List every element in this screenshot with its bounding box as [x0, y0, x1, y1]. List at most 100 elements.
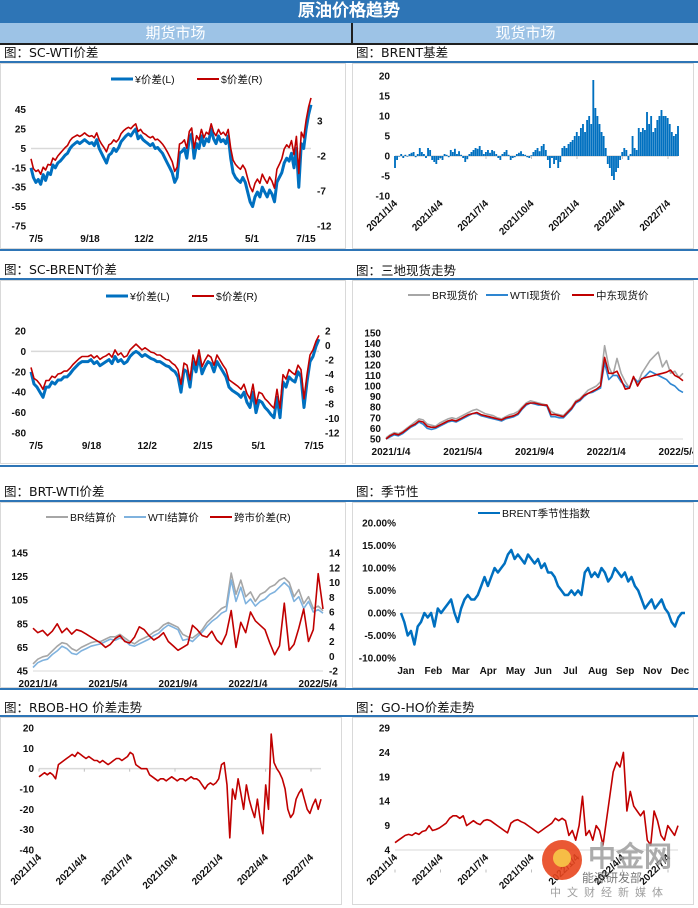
- x-tick-label: 9/18: [82, 441, 102, 452]
- bar: [660, 110, 663, 156]
- chart-brt-wti-svg: 145 125 105 85 65 45 14 12 10 8 6 4 2 0 -2 2021/1/4 2021…: [11, 511, 340, 690]
- bar: [460, 154, 463, 156]
- section-header-spot: 现货市场: [353, 23, 698, 45]
- bar: [567, 144, 570, 156]
- y-tick-label: -30: [20, 825, 35, 836]
- bar: [495, 154, 498, 156]
- bar: [476, 148, 479, 156]
- bar: [530, 155, 533, 156]
- bar: [627, 156, 630, 160]
- y-tick-label: 5: [20, 144, 26, 155]
- bar: [443, 154, 446, 156]
- panel-title-sc-wti: 图：SC-WTI价差: [4, 45, 99, 60]
- y-tick-label: 50: [370, 435, 382, 446]
- bar: [586, 120, 589, 156]
- series-line-0: [38, 733, 322, 839]
- bar: [462, 156, 465, 158]
- x-tick-label: 2022/1/4: [190, 852, 226, 888]
- bar: [536, 148, 539, 156]
- y-tick-label: 20: [379, 72, 391, 83]
- section-header-futures: 期货市场: [0, 23, 353, 45]
- chart-seasonality-svg: 20.00% 15.00% 10.00% 5.00% 0.00% -5.00% -10.00…: [359, 507, 690, 677]
- bar: [656, 120, 659, 156]
- legend-label: 跨市价差(R): [234, 511, 291, 524]
- x-tick-label: Nov: [643, 666, 662, 677]
- bar: [396, 156, 398, 160]
- bar: [573, 136, 576, 156]
- legend-label: 中东现货价: [596, 289, 649, 302]
- bar: [445, 154, 448, 156]
- y-tick-label: 4: [384, 846, 390, 857]
- bar: [429, 150, 432, 156]
- y2-tick-label: -2: [329, 667, 338, 678]
- y2-tick-label: -7: [317, 187, 326, 198]
- y2-tick-label: 0: [325, 341, 331, 352]
- y-tick-label: -35: [12, 183, 27, 194]
- y2-tick-label: -2: [325, 356, 334, 367]
- series-line-0: [385, 344, 684, 439]
- x-tick-label: 2021/7/4: [456, 198, 492, 234]
- bar: [553, 156, 555, 164]
- y-tick-label: -75: [12, 222, 27, 233]
- bar: [652, 132, 655, 156]
- y2-tick-label: 6: [329, 608, 335, 619]
- x-tick-label: Sep: [616, 666, 634, 677]
- y-tick-label: 0: [384, 152, 390, 163]
- panel-rule: [0, 61, 698, 63]
- y-tick-label: 19: [379, 772, 391, 783]
- bar: [631, 136, 634, 156]
- x-tick-label: 2021/9/4: [515, 447, 554, 458]
- y-tick-label: -40: [20, 846, 35, 857]
- bar: [542, 144, 545, 156]
- y-tick-label: 15: [379, 92, 391, 103]
- x-tick-label: 2022/1/4: [547, 198, 583, 234]
- bar: [449, 150, 452, 156]
- y-tick-label: -15: [12, 163, 27, 174]
- panel-rule: [0, 465, 698, 467]
- chart-seasonality: 20.00% 15.00% 10.00% 5.00% 0.00% -5.00% -10.00…: [352, 502, 694, 688]
- x-tick-label: 2021/9/4: [159, 679, 198, 687]
- x-tick-label: 7/5: [29, 441, 43, 452]
- panel-rule: [0, 715, 698, 717]
- y-tick-label: -20: [20, 805, 35, 816]
- bar: [602, 136, 605, 156]
- x-tick-label: 2021/4/4: [54, 852, 90, 888]
- bar: [592, 80, 595, 156]
- panel-title-three-spot: 图：三地现货走势: [356, 263, 457, 278]
- panel-title-brt-wti: 图：BRT-WTI价差: [4, 484, 105, 499]
- panel-rule: [0, 688, 698, 690]
- legend-label: BRENT季节性指数: [502, 507, 591, 520]
- bar: [484, 152, 487, 156]
- bar: [406, 156, 409, 157]
- y-tick-label: 150: [364, 329, 381, 340]
- bar: [662, 116, 665, 156]
- x-tick-label: 2021/1/4: [372, 447, 411, 458]
- x-tick-label: 2022/1/4: [587, 447, 626, 458]
- bar: [584, 132, 586, 156]
- x-tick-label: 7/15: [304, 441, 324, 452]
- x-tick-label: Jul: [563, 666, 578, 677]
- bar: [633, 148, 636, 156]
- y2-tick-label: -2: [317, 152, 326, 163]
- bar: [482, 154, 485, 156]
- bar: [431, 156, 434, 160]
- chart-brent-basis: 20 15 10 5 0 -5 -10 2021/1/4 2021/4/4 2021/7/4 202…: [352, 63, 694, 249]
- series-line-1: [30, 335, 320, 409]
- bar: [641, 128, 644, 156]
- bar: [451, 152, 454, 156]
- bar: [520, 151, 522, 156]
- legend-label: ¥价差(L): [134, 73, 175, 86]
- x-tick-label: 2021/10/4: [497, 852, 537, 892]
- bar: [420, 152, 423, 156]
- bar: [422, 154, 425, 156]
- bar: [437, 156, 440, 160]
- bar: [402, 156, 405, 158]
- bar: [664, 116, 667, 156]
- bar: [458, 151, 460, 156]
- x-tick-label: Jun: [534, 666, 552, 677]
- y-tick-label: 0.00%: [368, 609, 396, 620]
- bar: [470, 152, 473, 156]
- panel-title-brent-basis: 图：BRENT基差: [356, 45, 449, 60]
- y-tick-label: -5.00%: [364, 631, 396, 642]
